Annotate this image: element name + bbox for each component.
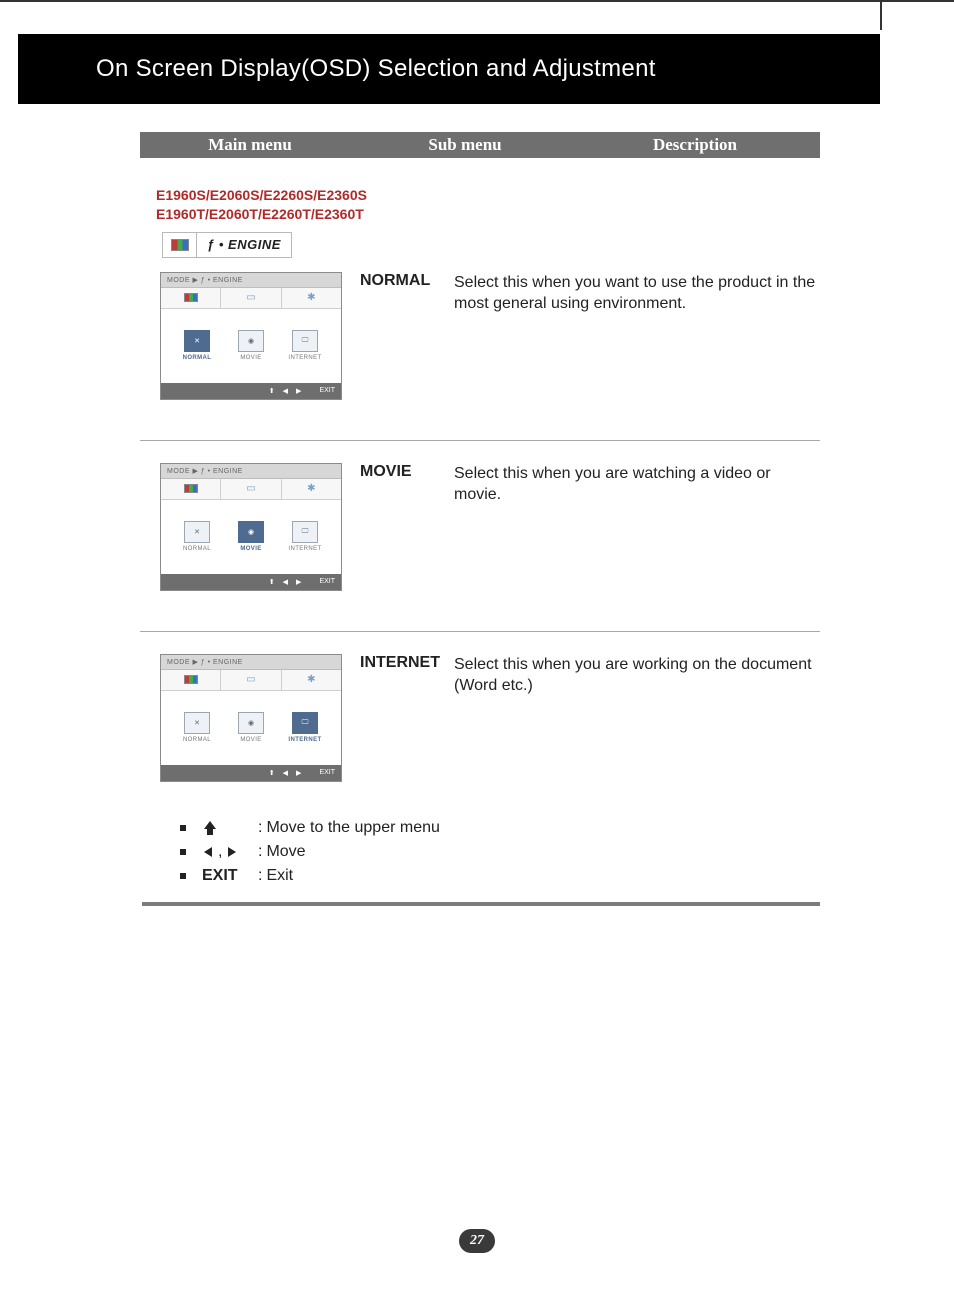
osd-mode-normal: ✕NORMAL xyxy=(175,712,219,743)
left-right-icons: , xyxy=(202,840,254,864)
mode-rows: MODE ▶ ƒ • ENGINE▭✱✕NORMAL◉MOVIE🖵INTERNE… xyxy=(140,272,820,808)
osd-tab xyxy=(161,479,221,499)
osd-tabs: ▭✱ xyxy=(161,479,341,500)
osd-footer: ⬆◀▶EXIT xyxy=(161,383,341,399)
header-main: Main menu xyxy=(140,135,360,155)
mode-row-normal: MODE ▶ ƒ • ENGINE▭✱ ✕NORMAL ◉MOVIE 🖵INTERNE… xyxy=(140,272,820,426)
model-numbers: E1960S/E2060S/E2260S/E2360S E1960T/E2060… xyxy=(156,186,820,224)
osd-body: ✕NORMAL ◉MOVIE 🖵INTERNET xyxy=(161,691,341,765)
mode-row-internet: MODE ▶ ƒ • ENGINE▭✱ ✕NORMAL ◉MOVIE 🖵INTERNE… xyxy=(140,631,820,808)
legend-up: : Move to the upper menu xyxy=(180,816,820,840)
description-text: Select this when you are watching a vide… xyxy=(454,463,820,506)
osd-mode-movie: ◉MOVIE xyxy=(229,330,273,361)
osd-title: MODE ▶ ƒ • ENGINE xyxy=(161,273,341,288)
submenu-label: INTERNET xyxy=(360,654,454,672)
osd-tab: ✱ xyxy=(282,288,341,308)
osd-mode-normal: ✕NORMAL xyxy=(175,521,219,552)
f-engine-icon xyxy=(163,233,197,257)
page-title: On Screen Display(OSD) Selection and Adj… xyxy=(96,55,656,83)
description-text: Select this when you want to use the pro… xyxy=(454,272,820,315)
header-desc: Description xyxy=(570,135,820,155)
osd-tab: ▭ xyxy=(221,288,281,308)
bullet xyxy=(180,873,186,879)
legend-exit: EXIT : Exit xyxy=(180,864,820,888)
osd-title: MODE ▶ ƒ • ENGINE xyxy=(161,655,341,670)
osd-body: ✕NORMAL ◉MOVIE 🖵INTERNET xyxy=(161,500,341,574)
osd-screenshot: MODE ▶ ƒ • ENGINE▭✱ ✕NORMAL ◉MOVIE 🖵INTERNE… xyxy=(140,463,360,591)
top-rule xyxy=(0,0,954,2)
content-area: Main menu Sub menu Description E1960S/E2… xyxy=(140,132,820,906)
legend-move-text: Move xyxy=(266,840,305,864)
page-number: 27 xyxy=(459,1229,495,1253)
submenu-label: NORMAL xyxy=(360,272,454,290)
osd-tabs: ▭✱ xyxy=(161,288,341,309)
legend-exit-text: Exit xyxy=(266,864,293,888)
models-line1: E1960S/E2060S/E2260S/E2360S xyxy=(156,186,820,205)
bullet xyxy=(180,825,186,831)
description-text: Select this when you are working on the … xyxy=(454,654,820,697)
bullet xyxy=(180,849,186,855)
top-tick xyxy=(880,2,882,30)
osd-screenshot: MODE ▶ ƒ • ENGINE▭✱ ✕NORMAL ◉MOVIE 🖵INTERNE… xyxy=(140,272,360,400)
osd-tab xyxy=(161,670,221,690)
osd-title: MODE ▶ ƒ • ENGINE xyxy=(161,464,341,479)
osd-mode-normal: ✕NORMAL xyxy=(175,330,219,361)
osd-mode-internet: 🖵INTERNET xyxy=(283,712,327,743)
osd-footer: ⬆◀▶EXIT xyxy=(161,765,341,781)
legend-move: , : Move xyxy=(180,840,820,864)
osd-tab: ✱ xyxy=(282,479,341,499)
legend: : Move to the upper menu , : Move EXIT :… xyxy=(180,816,820,888)
osd-screenshot: MODE ▶ ƒ • ENGINE▭✱ ✕NORMAL ◉MOVIE 🖵INTERNE… xyxy=(140,654,360,782)
legend-up-text: Move to the upper menu xyxy=(266,816,439,840)
osd-body: ✕NORMAL ◉MOVIE 🖵INTERNET xyxy=(161,309,341,383)
osd-mode-internet: 🖵INTERNET xyxy=(283,521,327,552)
osd-tab: ▭ xyxy=(221,670,281,690)
osd-tab: ▭ xyxy=(221,479,281,499)
osd-tab: ✱ xyxy=(282,670,341,690)
section-end-rule xyxy=(142,902,820,906)
exit-key: EXIT xyxy=(202,864,254,888)
osd-footer: ⬆◀▶EXIT xyxy=(161,574,341,590)
submenu-label: MOVIE xyxy=(360,463,454,481)
osd-mode-movie: ◉MOVIE xyxy=(229,521,273,552)
header-sub: Sub menu xyxy=(360,135,570,155)
page-title-bar: On Screen Display(OSD) Selection and Adj… xyxy=(18,34,880,104)
osd-tab xyxy=(161,288,221,308)
mode-row-movie: MODE ▶ ƒ • ENGINE▭✱ ✕NORMAL ◉MOVIE 🖵INTERNE… xyxy=(140,440,820,617)
up-icon xyxy=(202,821,254,835)
osd-mode-internet: 🖵INTERNET xyxy=(283,330,327,361)
osd-tabs: ▭✱ xyxy=(161,670,341,691)
models-line2: E1960T/E2060T/E2260T/E2360T xyxy=(156,205,820,224)
osd-mode-movie: ◉MOVIE xyxy=(229,712,273,743)
menu-header: Main menu Sub menu Description xyxy=(140,132,820,158)
f-engine-text: ƒ • ENGINE xyxy=(197,237,291,252)
f-engine-badge: ƒ • ENGINE xyxy=(162,232,292,258)
